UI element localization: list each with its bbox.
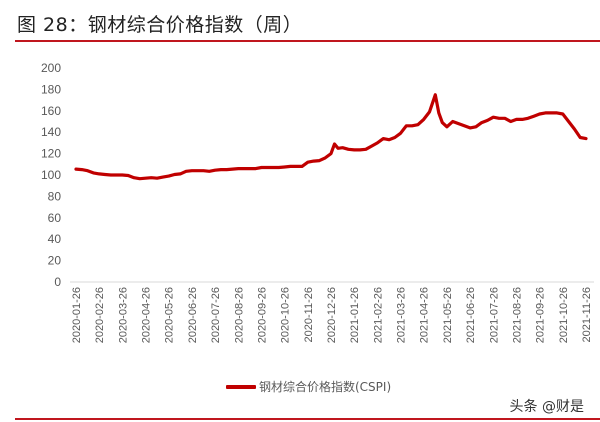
bottom-divider (15, 418, 600, 420)
x-tick-label: 2021-01-26 (349, 287, 361, 343)
x-tick-label: 2021-02-26 (372, 287, 384, 343)
x-tick-label: 2020-02-26 (94, 287, 106, 343)
x-tick-label: 2020-11-26 (303, 287, 315, 342)
y-tick-label: 120 (41, 147, 61, 161)
x-tick-label: 2020-10-26 (280, 287, 292, 343)
x-tick-label: 2021-04-26 (419, 287, 431, 343)
y-tick-label: 140 (41, 125, 61, 139)
y-tick-label: 180 (41, 82, 61, 96)
y-tick-label: 200 (41, 61, 61, 75)
x-tick-label: 2020-01-26 (71, 287, 83, 343)
y-tick-label: 80 (48, 189, 62, 203)
x-tick-label: 2020-03-26 (117, 287, 129, 343)
x-tick-label: 2021-05-26 (442, 287, 454, 343)
x-tick-label: 2020-04-26 (141, 287, 153, 343)
y-tick-label: 160 (41, 104, 61, 118)
y-axis: 0 20 40 60 80 100 120 140 160 180 200 (41, 61, 61, 289)
x-tick-label: 2021-06-26 (465, 287, 477, 343)
x-tick-label: 2020-06-26 (187, 287, 199, 343)
x-tick-label: 2021-10-26 (558, 287, 570, 343)
x-tick-label: 2021-11-26 (581, 287, 593, 342)
x-tick-label: 2021-03-26 (396, 287, 408, 343)
x-axis: 2020-01-26 2020-02-26 2020-03-26 2020-04-26… (71, 287, 593, 343)
x-tick-label: 2020-08-26 (233, 287, 245, 343)
x-tick-label: 2020-12-26 (326, 287, 338, 343)
watermark: 头条 @财是 (509, 399, 584, 415)
x-tick-label: 2021-09-26 (535, 287, 547, 343)
y-tick-label: 20 (48, 254, 62, 268)
cspi-line (74, 93, 588, 181)
y-tick-label: 60 (48, 211, 62, 225)
x-tick-label: 2020-05-26 (164, 287, 176, 343)
y-tick-label: 40 (48, 232, 62, 246)
legend-label: 钢材综合价格指数(CSPI) (259, 380, 392, 394)
legend-swatch (226, 384, 256, 389)
x-tick-label: 2020-07-26 (210, 287, 222, 343)
x-tick-label: 2021-08-26 (511, 287, 523, 343)
x-tick-label: 2020-09-26 (256, 287, 268, 343)
chart-title: 图 28：钢材综合价格指数（周） (17, 14, 303, 36)
y-tick-label: 100 (41, 168, 61, 182)
x-tick-label: 2021-07-26 (488, 287, 500, 343)
title-divider (15, 40, 600, 42)
y-tick-label: 0 (54, 275, 61, 289)
legend: 钢材综合价格指数(CSPI) (226, 378, 391, 395)
